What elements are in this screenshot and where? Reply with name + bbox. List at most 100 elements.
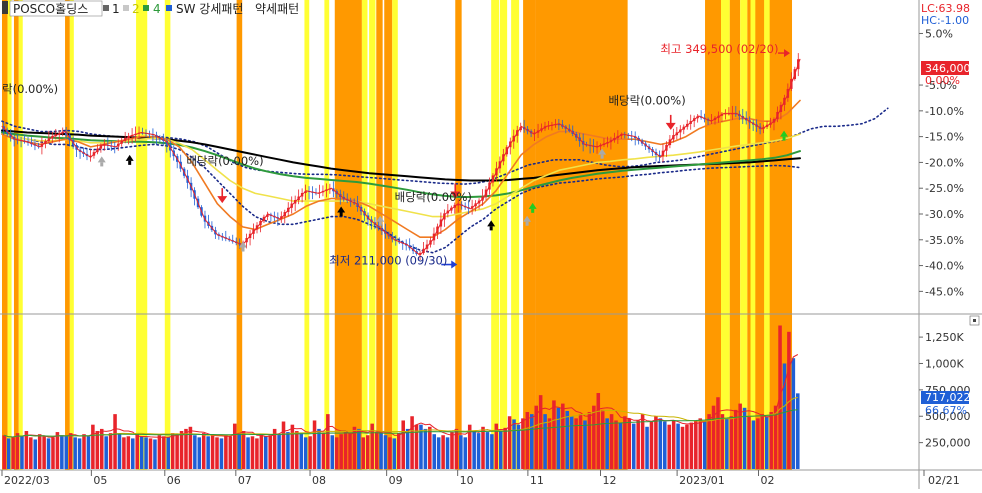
volume-bar <box>490 434 494 469</box>
price-tick-label: -5.0% <box>925 79 957 92</box>
volume-bar <box>640 414 645 469</box>
volume-bar <box>583 420 587 469</box>
price-tick-label: -40.0% <box>925 260 964 273</box>
price-tick-label: -35.0% <box>925 234 964 247</box>
volume-bar <box>206 436 210 469</box>
series-swatch-4 <box>143 5 149 11</box>
volume-bar <box>153 439 157 469</box>
volume-tick-label: 250,000 <box>925 437 971 450</box>
indicator-name-2[interactable]: 약세패턴 <box>255 1 299 16</box>
x-tick-label: 12 <box>603 474 617 487</box>
pane-menu-icon <box>973 319 976 322</box>
indicator-swatch <box>166 5 172 11</box>
volume-tick-label: 500,000 <box>925 410 971 423</box>
volume-bar <box>246 437 250 469</box>
volume-bar <box>405 428 410 469</box>
volume-bar <box>773 405 778 469</box>
volume-bar <box>188 426 193 469</box>
series-swatch-2 <box>123 5 129 11</box>
volume-bar <box>578 414 583 469</box>
signal-arrow-up-icon <box>598 148 607 155</box>
signal-band-strong <box>13 0 19 470</box>
signal-band-weak <box>720 0 730 470</box>
volume-bar <box>609 414 614 469</box>
volume-bar <box>565 410 570 469</box>
series-line-ma_green <box>1 131 801 198</box>
volume-bar <box>401 420 405 469</box>
lc-label: LC:63.98 <box>921 2 970 15</box>
volume-bar <box>503 427 507 469</box>
signal-arrow-up-icon <box>128 160 132 165</box>
volume-bar <box>219 438 224 469</box>
volume-bar <box>530 414 534 469</box>
volume-bar <box>441 435 445 469</box>
x-tick-label: 2022/03 <box>4 474 50 487</box>
volume-bar <box>459 435 463 469</box>
hc-label: HC:-1.00 <box>921 14 969 27</box>
volume-bar <box>507 416 512 469</box>
volume-bar <box>352 426 357 469</box>
symbol-name[interactable]: POSCO홀딩스 <box>13 2 88 16</box>
header-handle-icon[interactable] <box>2 1 8 14</box>
volume-bar <box>521 418 525 469</box>
last-price: 346,000 <box>925 62 971 75</box>
volume-bar <box>419 424 423 469</box>
series-token-1[interactable]: 1 <box>112 2 120 16</box>
symbol-box[interactable] <box>9 0 103 17</box>
volume-bar <box>281 421 286 469</box>
volume-bar <box>126 436 131 469</box>
volume-averages <box>4 354 799 438</box>
volume-bar <box>534 405 538 469</box>
candle-body <box>557 124 561 126</box>
signal-arrow-up-icon <box>531 208 535 213</box>
moving-averages <box>1 99 889 254</box>
series-token-4[interactable]: 4 <box>153 2 161 16</box>
volume-bar <box>729 416 734 469</box>
indicator-name[interactable]: SW 강세패턴 <box>176 2 243 16</box>
signal-arrow-up-icon <box>100 162 104 167</box>
candle-body <box>266 214 269 217</box>
volume-bar <box>91 424 95 469</box>
volume-bar <box>472 431 476 469</box>
volume-bar <box>237 433 241 469</box>
volume-bar <box>135 434 139 469</box>
volume-bar <box>702 421 707 469</box>
volume-bar <box>631 423 636 469</box>
signal-arrow-up-icon <box>97 156 106 163</box>
volume-bar <box>676 423 680 469</box>
volume-bar <box>113 414 117 469</box>
volume-bar <box>55 432 60 469</box>
signal-arrow-down-icon <box>450 191 461 199</box>
volume-bar <box>725 418 729 469</box>
volume-bar <box>193 435 197 469</box>
series-line-price <box>1 58 801 256</box>
signal-band-strong <box>523 0 536 470</box>
volume-bar <box>82 434 86 469</box>
x-tick-label: 05 <box>93 474 107 487</box>
volume-bar <box>654 416 658 469</box>
volume-bar <box>148 438 153 469</box>
volume-bar <box>512 419 516 469</box>
price-tick-label: -30.0% <box>925 208 964 221</box>
volume-bar <box>157 435 162 469</box>
volume-bar <box>476 433 481 469</box>
signal-arrow-up-icon <box>376 215 385 222</box>
signal-arrow-down-icon <box>217 196 228 204</box>
signal-band-weak <box>740 0 748 470</box>
candle-body <box>457 204 460 206</box>
signal-band-strong <box>2 0 8 470</box>
series-line-dotted_lower <box>1 130 801 254</box>
volume-bar <box>42 436 46 469</box>
series-token-2[interactable]: 2 <box>132 2 140 16</box>
series-swatch-1 <box>103 5 109 11</box>
volume-bar <box>210 434 215 469</box>
volume-bar <box>561 403 565 469</box>
candle-body <box>304 191 307 193</box>
volume-bar <box>791 358 796 469</box>
volume-bar <box>277 434 281 469</box>
volume-bar <box>445 437 450 469</box>
volume-bar <box>255 438 259 469</box>
volume-average-line <box>4 396 798 438</box>
volume-bar <box>627 418 632 469</box>
